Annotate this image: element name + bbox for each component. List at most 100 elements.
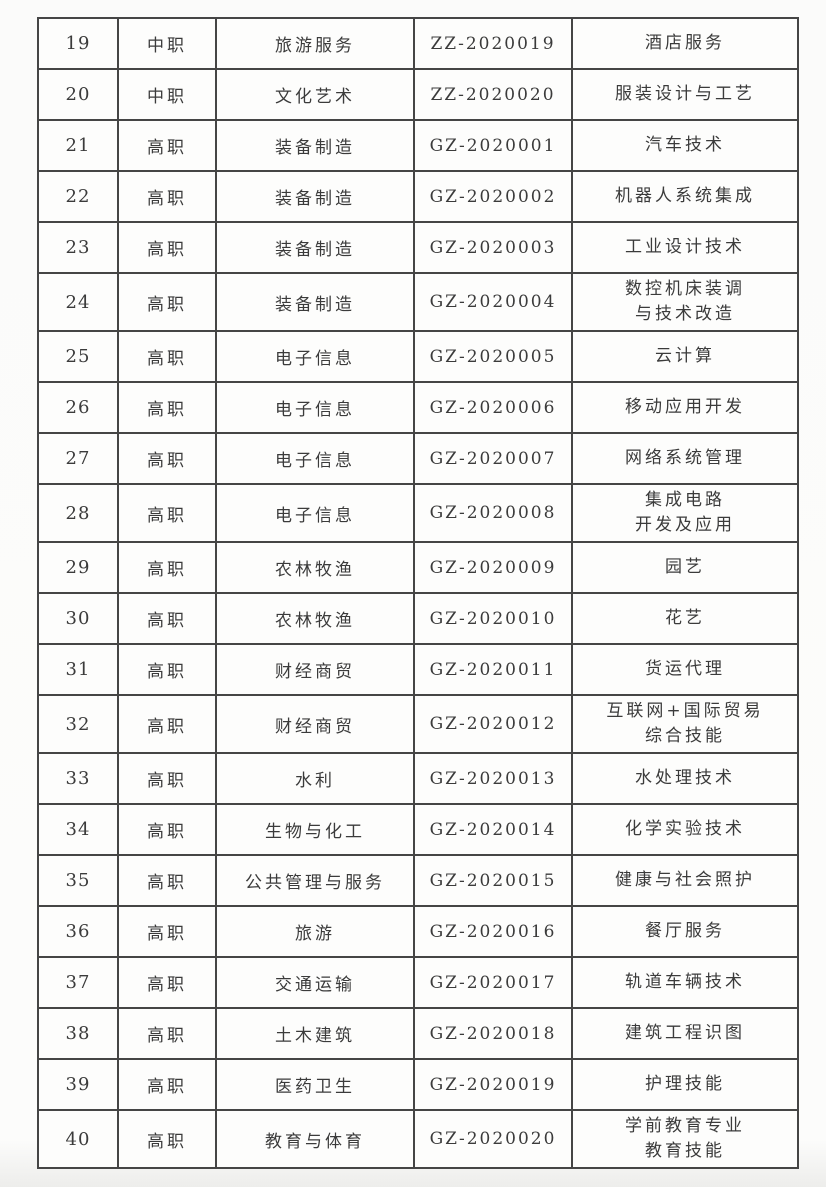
category-cell: 文化艺术	[215, 68, 415, 121]
level-cell: 高职	[117, 803, 217, 856]
table-row: 36 高职 旅游 GZ-2020016 餐厅服务	[37, 905, 799, 958]
code-cell: GZ-2020003	[413, 221, 573, 274]
code-cell: ZZ-2020019	[413, 17, 573, 70]
code-cell: GZ-2020018	[413, 1007, 573, 1060]
row-number-cell: 28	[37, 483, 119, 543]
code-cell: GZ-2020012	[413, 694, 573, 754]
category-cell: 旅游服务	[215, 17, 415, 70]
event-name-line: 云计算	[655, 346, 715, 366]
row-number-cell: 38	[37, 1007, 119, 1060]
table-row: 35 高职 公共管理与服务 GZ-2020015 健康与社会照护	[37, 854, 799, 907]
code-cell: GZ-2020016	[413, 905, 573, 958]
level-cell: 中职	[117, 68, 217, 121]
category-cell: 电子信息	[215, 483, 415, 543]
level-cell: 中职	[117, 17, 217, 70]
table-row: 34 高职 生物与化工 GZ-2020014 化学实验技术	[37, 803, 799, 856]
event-name-line: 酒店服务	[645, 33, 725, 53]
event-name-line: 与技术改造	[635, 304, 735, 324]
level-cell: 高职	[117, 956, 217, 1009]
code-cell: GZ-2020019	[413, 1058, 573, 1111]
row-number-cell: 25	[37, 330, 119, 383]
row-number-cell: 36	[37, 905, 119, 958]
code-cell: GZ-2020008	[413, 483, 573, 543]
event-name-line: 园艺	[665, 557, 705, 577]
event-name-line: 综合技能	[645, 726, 725, 746]
event-name-cell: 水处理技术	[571, 752, 799, 805]
event-name-line: 开发及应用	[635, 515, 735, 535]
table-row: 22 高职 装备制造 GZ-2020002 机器人系统集成	[37, 170, 799, 223]
event-name-cell: 化学实验技术	[571, 803, 799, 856]
level-cell: 高职	[117, 272, 217, 332]
code-cell: GZ-2020007	[413, 432, 573, 485]
category-cell: 医药卫生	[215, 1058, 415, 1111]
category-cell: 电子信息	[215, 330, 415, 383]
table-body: 19 中职 旅游服务 ZZ-2020019 酒店服务 20 中职 文化艺术 ZZ-2020020…	[37, 17, 799, 1169]
event-name-line: 机器人系统集成	[615, 186, 755, 206]
event-name-line: 餐厅服务	[645, 921, 725, 941]
event-name-cell: 酒店服务	[571, 17, 799, 70]
table-row: 33 高职 水利 GZ-2020013 水处理技术	[37, 752, 799, 805]
table-row: 28 高职 电子信息 GZ-2020008 集成电路 开发及应用	[37, 483, 799, 543]
event-name-cell: 货运代理	[571, 643, 799, 696]
level-cell: 高职	[117, 119, 217, 172]
table-row: 32 高职 财经商贸 GZ-2020012 互联网+国际贸易 综合技能	[37, 694, 799, 754]
row-number-cell: 40	[37, 1109, 119, 1169]
table-row: 37 高职 交通运输 GZ-2020017 轨道车辆技术	[37, 956, 799, 1009]
event-name-cell: 园艺	[571, 541, 799, 594]
table-row: 39 高职 医药卫生 GZ-2020019 护理技能	[37, 1058, 799, 1111]
category-cell: 农林牧渔	[215, 541, 415, 594]
event-name-line: 汽车技术	[645, 135, 725, 155]
event-name-cell: 工业设计技术	[571, 221, 799, 274]
level-cell: 高职	[117, 694, 217, 754]
table-row: 38 高职 土木建筑 GZ-2020018 建筑工程识图	[37, 1007, 799, 1060]
table-row: 24 高职 装备制造 GZ-2020004 数控机床装调 与技术改造	[37, 272, 799, 332]
event-name-line: 教育技能	[645, 1141, 725, 1161]
event-name-cell: 学前教育专业 教育技能	[571, 1109, 799, 1169]
code-cell: GZ-2020011	[413, 643, 573, 696]
level-cell: 高职	[117, 330, 217, 383]
category-cell: 电子信息	[215, 381, 415, 434]
code-cell: GZ-2020002	[413, 170, 573, 223]
level-cell: 高职	[117, 381, 217, 434]
event-name-cell: 机器人系统集成	[571, 170, 799, 223]
event-name-cell: 数控机床装调 与技术改造	[571, 272, 799, 332]
level-cell: 高职	[117, 1007, 217, 1060]
code-cell: GZ-2020014	[413, 803, 573, 856]
table-row: 29 高职 农林牧渔 GZ-2020009 园艺	[37, 541, 799, 594]
code-cell: GZ-2020006	[413, 381, 573, 434]
table-row: 31 高职 财经商贸 GZ-2020011 货运代理	[37, 643, 799, 696]
row-number-cell: 19	[37, 17, 119, 70]
row-number-cell: 20	[37, 68, 119, 121]
category-cell: 财经商贸	[215, 643, 415, 696]
row-number-cell: 33	[37, 752, 119, 805]
event-name-line: 网络系统管理	[625, 448, 745, 468]
category-cell: 财经商贸	[215, 694, 415, 754]
table-row: 26 高职 电子信息 GZ-2020006 移动应用开发	[37, 381, 799, 434]
table-row: 25 高职 电子信息 GZ-2020005 云计算	[37, 330, 799, 383]
category-cell: 水利	[215, 752, 415, 805]
row-number-cell: 31	[37, 643, 119, 696]
event-name-line: 集成电路	[645, 490, 725, 510]
row-number-cell: 32	[37, 694, 119, 754]
category-cell: 装备制造	[215, 221, 415, 274]
event-name-cell: 建筑工程识图	[571, 1007, 799, 1060]
code-cell: GZ-2020009	[413, 541, 573, 594]
event-name-cell: 健康与社会照护	[571, 854, 799, 907]
level-cell: 高职	[117, 541, 217, 594]
event-name-cell: 集成电路 开发及应用	[571, 483, 799, 543]
event-name-line: 互联网+国际贸易	[606, 701, 764, 721]
table-row: 20 中职 文化艺术 ZZ-2020020 服装设计与工艺	[37, 68, 799, 121]
level-cell: 高职	[117, 483, 217, 543]
event-name-line: 轨道车辆技术	[625, 972, 745, 992]
event-name-line: 数控机床装调	[625, 279, 745, 299]
table-row: 40 高职 教育与体育 GZ-2020020 学前教育专业 教育技能	[37, 1109, 799, 1169]
level-cell: 高职	[117, 170, 217, 223]
row-number-cell: 39	[37, 1058, 119, 1111]
row-number-cell: 34	[37, 803, 119, 856]
table-row: 23 高职 装备制造 GZ-2020003 工业设计技术	[37, 221, 799, 274]
event-name-line: 建筑工程识图	[625, 1023, 745, 1043]
event-name-line: 护理技能	[645, 1074, 725, 1094]
event-name-line: 货运代理	[645, 659, 725, 679]
row-number-cell: 30	[37, 592, 119, 645]
